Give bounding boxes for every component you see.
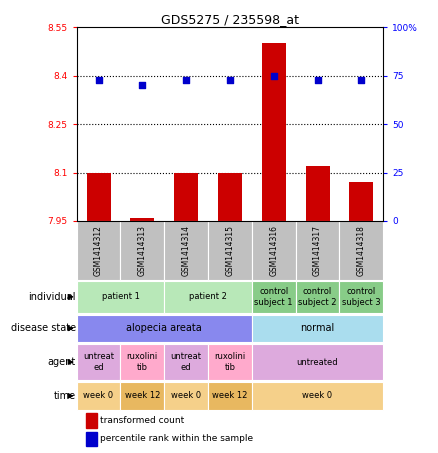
Point <box>183 76 190 83</box>
Bar <box>77 281 164 313</box>
Bar <box>218 173 242 221</box>
Text: week 0: week 0 <box>84 391 113 400</box>
Text: GSM1414315: GSM1414315 <box>226 225 234 276</box>
Text: week 0: week 0 <box>171 391 201 400</box>
Text: untreat
ed: untreat ed <box>83 352 114 372</box>
Bar <box>164 344 208 380</box>
Text: week 12: week 12 <box>212 391 247 400</box>
Point <box>95 76 102 83</box>
Text: GSM1414313: GSM1414313 <box>138 225 147 276</box>
Bar <box>208 221 252 280</box>
Bar <box>208 344 252 380</box>
Text: patient 1: patient 1 <box>102 292 139 301</box>
Text: disease state: disease state <box>11 323 76 333</box>
Bar <box>208 382 252 410</box>
Bar <box>252 344 383 380</box>
Text: GSM1414314: GSM1414314 <box>182 225 191 276</box>
Text: GSM1414316: GSM1414316 <box>269 225 278 276</box>
Bar <box>120 382 164 410</box>
Bar <box>252 221 296 280</box>
Text: agent: agent <box>48 357 76 367</box>
Bar <box>77 221 120 280</box>
Point <box>358 76 365 83</box>
Text: GSM1414317: GSM1414317 <box>313 225 322 276</box>
Text: control
subject 2: control subject 2 <box>298 287 337 307</box>
Point <box>139 82 146 89</box>
Text: patient 2: patient 2 <box>189 292 227 301</box>
Text: control
subject 1: control subject 1 <box>254 287 293 307</box>
Bar <box>164 382 208 410</box>
Bar <box>296 281 339 313</box>
Point <box>314 76 321 83</box>
Bar <box>296 221 339 280</box>
Bar <box>262 43 286 221</box>
Bar <box>252 314 383 342</box>
Title: GDS5275 / 235598_at: GDS5275 / 235598_at <box>161 13 299 26</box>
Bar <box>77 314 252 342</box>
Text: alopecia areata: alopecia areata <box>127 323 202 333</box>
Text: individual: individual <box>28 292 76 302</box>
Bar <box>252 281 296 313</box>
Point <box>226 76 233 83</box>
Bar <box>164 221 208 280</box>
Text: untreated: untreated <box>297 357 339 366</box>
Text: ruxolini
tib: ruxolini tib <box>127 352 158 372</box>
Text: time: time <box>53 391 76 401</box>
Text: normal: normal <box>300 323 335 333</box>
Text: GSM1414318: GSM1414318 <box>357 225 366 276</box>
Bar <box>120 221 164 280</box>
Text: week 12: week 12 <box>125 391 160 400</box>
Bar <box>252 382 383 410</box>
Bar <box>131 218 154 221</box>
Bar <box>86 173 110 221</box>
Text: ruxolini
tib: ruxolini tib <box>214 352 246 372</box>
Bar <box>305 166 329 221</box>
Bar <box>174 173 198 221</box>
Bar <box>86 432 96 446</box>
Text: untreat
ed: untreat ed <box>171 352 201 372</box>
Bar <box>77 382 120 410</box>
Bar <box>86 413 96 428</box>
Bar <box>164 281 252 313</box>
Text: week 0: week 0 <box>303 391 332 400</box>
Text: percentile rank within the sample: percentile rank within the sample <box>99 434 253 443</box>
Bar <box>339 221 383 280</box>
Text: control
subject 3: control subject 3 <box>342 287 381 307</box>
Bar <box>77 344 120 380</box>
Point <box>270 72 277 79</box>
Text: GSM1414312: GSM1414312 <box>94 225 103 276</box>
Text: transformed count: transformed count <box>99 416 184 425</box>
Bar <box>350 182 373 221</box>
Bar <box>339 281 383 313</box>
Bar <box>120 344 164 380</box>
